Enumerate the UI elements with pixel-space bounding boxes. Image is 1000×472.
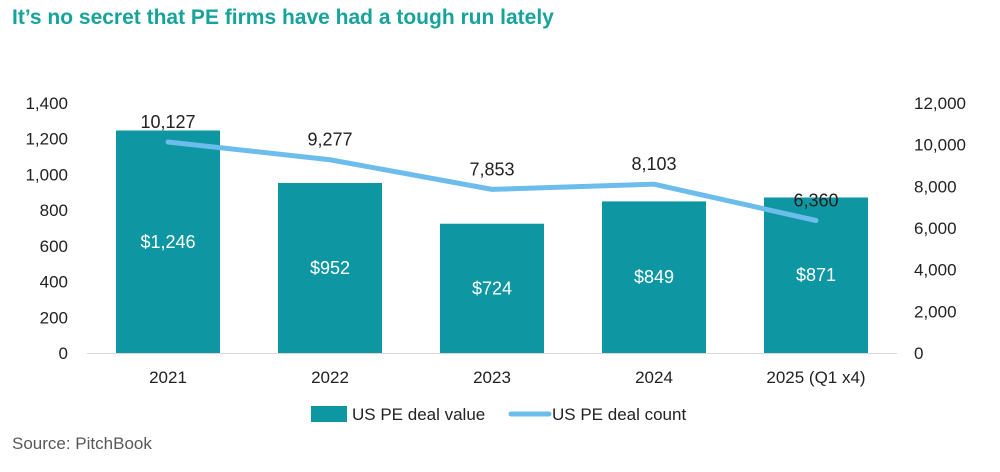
y-right-tick-label: 6,000 <box>914 219 957 238</box>
deal-count-line <box>165 139 819 223</box>
line-value-label: 9,277 <box>307 130 352 150</box>
x-axis: 2021 2022 2023 2024 2025 (Q1 x4) <box>149 368 866 387</box>
y-left-tick-label: 1,200 <box>25 130 68 149</box>
y-right-tick-label: 2,000 <box>914 302 957 321</box>
bar <box>116 130 220 353</box>
x-tick-label: 2023 <box>473 368 511 387</box>
x-tick-label: 2022 <box>311 368 349 387</box>
x-tick-label: 2025 (Q1 x4) <box>766 368 865 387</box>
y-right-axis: 0 2,000 4,000 6,000 8,000 10,000 12,000 <box>914 94 966 363</box>
legend-label: US PE deal count <box>552 405 686 424</box>
y-right-tick-label: 8,000 <box>914 177 957 196</box>
y-left-tick-label: 0 <box>59 344 68 363</box>
y-left-tick-label: 1,000 <box>25 165 68 184</box>
y-left-tick-label: 600 <box>40 237 68 256</box>
x-tick-label: 2021 <box>149 368 187 387</box>
x-tick-label: 2024 <box>635 368 673 387</box>
line-value-label: 7,853 <box>469 159 514 179</box>
bar <box>764 197 868 353</box>
bar-value-label: $952 <box>310 258 350 278</box>
y-left-axis: 0 200 400 600 800 1,000 1,200 1,400 <box>25 94 68 363</box>
y-right-tick-label: 12,000 <box>914 94 966 113</box>
bar <box>440 223 544 353</box>
chart-title: It’s no secret that PE firms have had a … <box>12 6 554 29</box>
y-right-tick-label: 10,000 <box>914 136 966 155</box>
bar <box>602 201 706 353</box>
bar-value-label: $724 <box>472 278 512 298</box>
bar-value-label: $1,246 <box>140 232 195 252</box>
source-note: Source: PitchBook <box>12 434 152 453</box>
line-value-label: 6,360 <box>793 191 838 211</box>
bar-series: $1,246 $952 $724 $849 $871 <box>116 130 868 353</box>
y-left-tick-label: 200 <box>40 308 68 327</box>
line-value-label: 8,103 <box>631 154 676 174</box>
y-right-tick-label: 4,000 <box>914 261 957 280</box>
line-value-label: 10,127 <box>140 112 195 132</box>
legend-label: US PE deal value <box>352 405 485 424</box>
legend: US PE deal value US PE deal count <box>311 405 686 424</box>
y-left-tick-label: 400 <box>40 273 68 292</box>
line-series: 10,127 9,277 7,853 8,103 6,360 <box>140 112 839 223</box>
y-left-tick-label: 1,400 <box>25 94 68 113</box>
y-left-tick-label: 800 <box>40 201 68 220</box>
y-right-tick-label: 0 <box>914 344 923 363</box>
bar-value-label: $871 <box>796 265 836 285</box>
bar-value-label: $849 <box>634 267 674 287</box>
legend-swatch-bar <box>311 406 347 422</box>
bar <box>278 183 382 353</box>
